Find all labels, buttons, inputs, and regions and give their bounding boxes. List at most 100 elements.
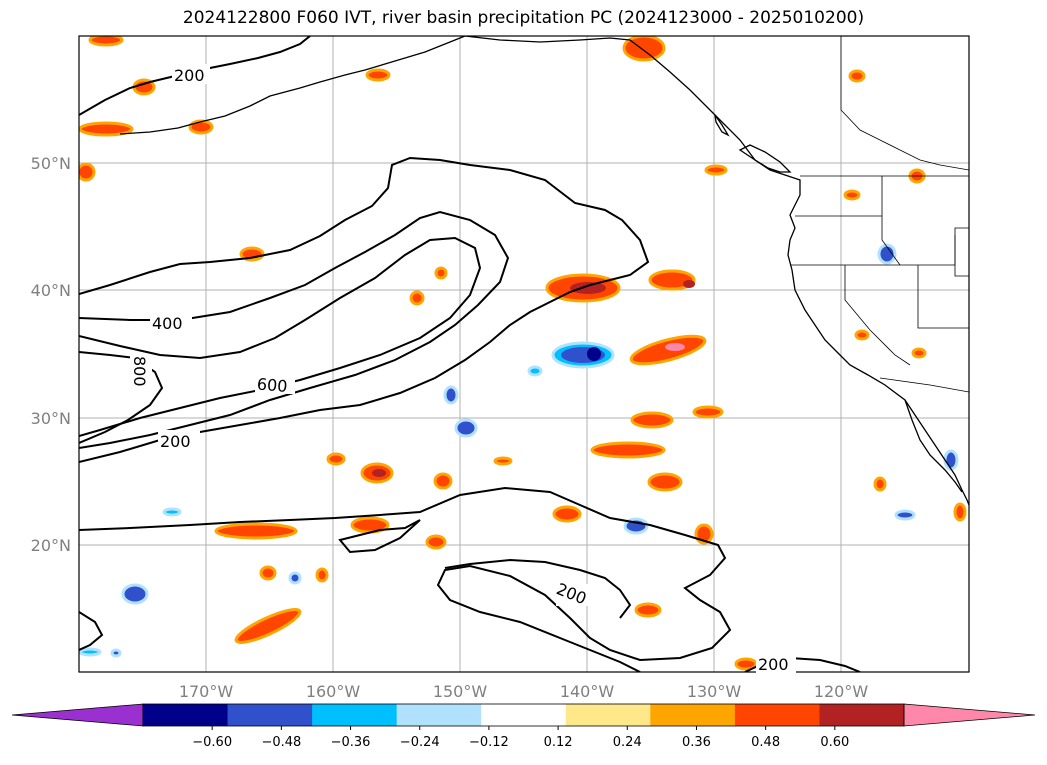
plot-title: 2024122800 F060 IVT, river basin precipi…	[182, 8, 865, 28]
precip-blob	[634, 602, 662, 618]
colorbar-tick-label: −0.48	[261, 735, 301, 750]
precip-blob-negative	[288, 571, 302, 585]
canada-alaska-border	[840, 36, 969, 171]
colorbar-tick-label: 0.36	[682, 735, 711, 750]
longitude-labels: 170°W 160°W 150°W 140°W 130°W 120°W	[179, 682, 869, 701]
contour-label: 200	[758, 655, 789, 674]
precip-blob	[326, 452, 346, 466]
state-border-nv-ut	[917, 265, 969, 329]
colorbar-segment	[143, 704, 229, 726]
precip-blob	[694, 523, 714, 545]
precip-blob	[648, 269, 696, 291]
ivt-contour-200-inner	[444, 558, 632, 619]
precip-blob-negative	[454, 418, 478, 438]
precip-blob	[854, 329, 870, 341]
colorbar-segment	[396, 704, 482, 726]
precip-core	[372, 469, 386, 477]
colorbar-tick-label: 0.48	[751, 735, 780, 750]
contour-label: 400	[152, 314, 183, 333]
precip-blob	[188, 119, 214, 135]
ivt-contour-200-south	[79, 486, 732, 672]
colorbar-segment	[650, 704, 736, 726]
ivt-contour-200-north	[79, 156, 650, 463]
precip-blob	[88, 36, 124, 47]
contour-labels: 200 400 800 600 200 200 200	[130, 64, 796, 674]
precip-core	[665, 343, 685, 351]
precip-blob-negative	[877, 243, 897, 265]
colorbar-segment	[227, 704, 313, 726]
ivt-contour-800	[79, 351, 164, 444]
precip-blob	[434, 266, 448, 280]
precip-blob	[873, 476, 887, 492]
lon-label-130w: 130°W	[687, 682, 742, 701]
contour-label: 800	[130, 356, 149, 387]
precip-blob	[622, 36, 666, 62]
colorbar-extend-max	[903, 703, 1036, 727]
precip-core-negative	[587, 347, 601, 361]
baja-coast	[904, 399, 963, 493]
lon-label-140w: 140°W	[560, 682, 615, 701]
precip-blob	[365, 68, 391, 82]
precip-blob	[214, 522, 298, 540]
precip-blob	[79, 162, 96, 182]
precip-blob	[259, 565, 277, 581]
lat-label-40n: 40°N	[31, 281, 71, 300]
precip-blob-negative	[121, 583, 149, 605]
precip-core	[683, 280, 695, 288]
colorbar-extend-min	[11, 703, 144, 727]
vancouver-island	[738, 144, 792, 173]
colorbar-segment	[819, 704, 905, 726]
precip-blob-negative	[443, 385, 459, 405]
ivt-contour-200-sw	[79, 611, 104, 651]
lon-label-150w: 150°W	[433, 682, 488, 701]
colorbar-segment	[565, 704, 651, 726]
precip-blob	[629, 334, 707, 366]
haida-gwaii	[714, 114, 730, 137]
coastlines	[119, 36, 969, 506]
colorbar-segment	[312, 704, 398, 726]
map-background	[79, 36, 969, 672]
precip-blob-negative	[162, 507, 182, 517]
precip-blob-negative	[527, 365, 543, 377]
colorbar-segment	[734, 704, 820, 726]
precip-blob	[630, 411, 674, 429]
precip-blob	[911, 347, 927, 359]
colorbar-segment	[481, 704, 567, 726]
colorbar-tick-label: −0.60	[192, 735, 232, 750]
lon-label-120w: 120°W	[814, 682, 869, 701]
contour-label: 200	[160, 432, 191, 451]
precip-blob	[315, 567, 329, 583]
precip-blob-negative	[894, 509, 916, 521]
precip-blob	[843, 189, 861, 201]
precip-blob-negative	[79, 647, 102, 657]
colorbar-tick-label: −0.12	[469, 735, 509, 750]
precip-blob	[647, 472, 683, 492]
precip-blob-negative	[943, 449, 959, 471]
precip-blob	[848, 69, 866, 83]
precip-blob	[704, 164, 728, 176]
political-borders	[790, 36, 969, 393]
colorbar-tick-label: 0.12	[544, 735, 573, 750]
precip-negative-areas	[79, 243, 959, 658]
us-mexico-border	[879, 377, 969, 393]
ivt-contour-400	[79, 210, 510, 449]
colorbar-tick-label: 0.60	[820, 735, 849, 750]
ivt-contour-200-hawaii-lobe	[338, 519, 421, 554]
lat-label-50n: 50°N	[31, 154, 71, 173]
precip-blob	[433, 472, 453, 490]
latitude-labels: 50°N 40°N 30°N 20°N	[31, 154, 71, 555]
colorbar: −0.60 −0.48 −0.36 −0.24 −0.12 0.12 0.24 0.36 0.4…	[11, 703, 1036, 750]
contour-label: 600	[256, 374, 288, 396]
precip-blob	[425, 534, 447, 550]
contour-label: 200	[174, 66, 205, 85]
ivt-contours	[79, 36, 861, 672]
state-border-ca-nv	[844, 265, 911, 366]
precip-blob-negative	[110, 648, 122, 658]
precip-blob	[953, 502, 967, 522]
gulf-of-alaska-coast	[464, 36, 969, 506]
precip-blob	[409, 290, 425, 306]
precip-blob	[493, 456, 513, 466]
precip-blob	[552, 505, 582, 523]
precip-blob	[79, 121, 134, 137]
precip-blob	[234, 608, 302, 644]
